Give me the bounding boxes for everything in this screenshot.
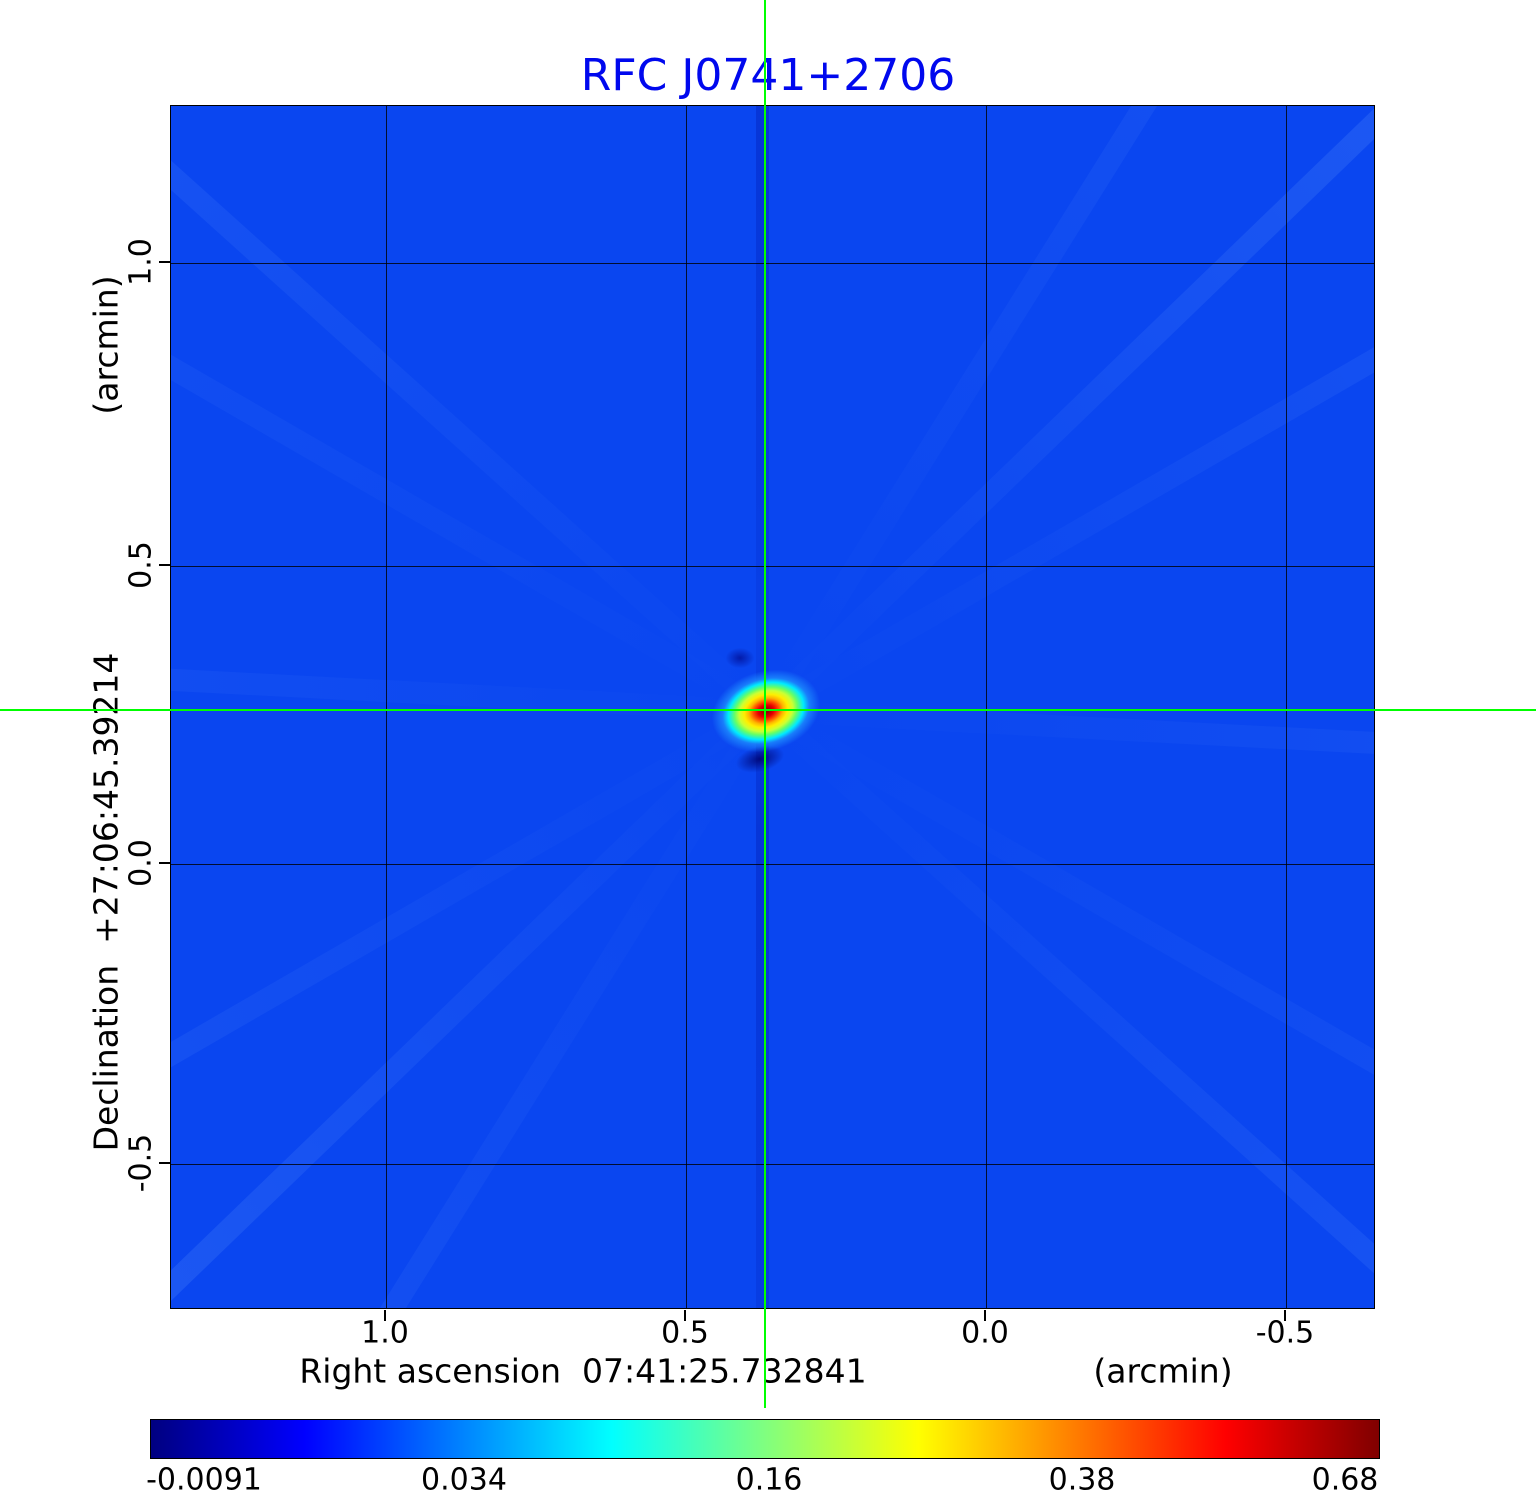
y-tick-mark bbox=[159, 564, 170, 566]
crosshair-vertical-line bbox=[764, 0, 766, 1408]
colorbar-tick-label: -0.0091 bbox=[146, 1462, 262, 1498]
gridline-horizontal bbox=[171, 263, 1374, 264]
gridline-vertical bbox=[686, 106, 687, 1308]
y-tick-label-0.0: 0.0 bbox=[123, 839, 159, 887]
colorbar-tick-label: 0.16 bbox=[735, 1462, 803, 1498]
y-tick-mark bbox=[159, 261, 170, 263]
x-axis-label: Right ascension 07:41:25.732841 bbox=[299, 1351, 867, 1391]
colorbar bbox=[150, 1419, 1380, 1459]
gridline-vertical bbox=[386, 106, 387, 1308]
y-tick-mark bbox=[159, 862, 170, 864]
colorbar-tick-label: 0.68 bbox=[1311, 1462, 1379, 1498]
x-axis-unit-label: (arcmin) bbox=[1093, 1351, 1233, 1391]
x-tick-mark bbox=[684, 1310, 686, 1321]
gridline-horizontal bbox=[171, 864, 1374, 865]
y-tick-label--0.5: -0.5 bbox=[123, 1133, 159, 1193]
y-tick-label-0.5: 0.5 bbox=[123, 541, 159, 589]
x-tick-mark bbox=[1284, 1310, 1286, 1321]
gridline-horizontal bbox=[171, 566, 1374, 567]
gridline-horizontal bbox=[171, 1164, 1374, 1165]
y-tick-mark bbox=[159, 1162, 170, 1164]
colorbar-tick-label: 0.38 bbox=[1048, 1462, 1116, 1498]
colorbar-tick-label: 0.034 bbox=[421, 1462, 507, 1498]
gridline-vertical bbox=[1286, 106, 1287, 1308]
x-tick-label-1.0: 1.0 bbox=[361, 1315, 409, 1351]
y-tick-label-1.0: 1.0 bbox=[123, 238, 159, 286]
x-tick-mark bbox=[384, 1310, 386, 1321]
x-tick-label--0.5: -0.5 bbox=[1255, 1315, 1315, 1351]
x-tick-mark bbox=[984, 1310, 986, 1321]
y-axis-label: Declination +27:06:45.39214 bbox=[86, 652, 126, 1152]
x-tick-label-0.0: 0.0 bbox=[961, 1315, 1009, 1351]
x-tick-label-0.5: 0.5 bbox=[661, 1315, 709, 1351]
sky-map-plot bbox=[170, 105, 1375, 1309]
y-axis-unit-label: (arcmin) bbox=[86, 275, 126, 415]
gridline-vertical bbox=[986, 106, 987, 1308]
negative-sidelobe-spot bbox=[723, 646, 757, 670]
plot-title: RFC J0741+2706 bbox=[580, 50, 956, 101]
crosshair-horizontal-line bbox=[0, 709, 1536, 711]
